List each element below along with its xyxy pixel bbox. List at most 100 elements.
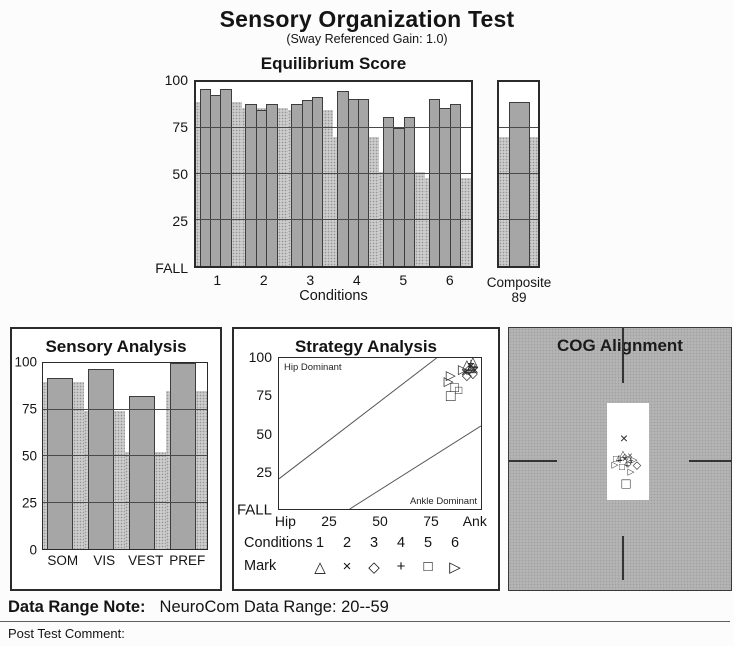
sensory-vis-group [84, 363, 125, 549]
composite-value: 89 [511, 290, 527, 305]
strategy-chart-title: Strategy Analysis [294, 337, 438, 356]
strategy-x-ticks: Hip 25 50 75 Ank [275, 513, 487, 529]
cog-marker-condition-1: △ [615, 453, 623, 462]
y-tick-25: 25 [256, 463, 272, 480]
legend-condition-2: 2 [342, 535, 352, 551]
legend-mark-label: Mark [244, 558, 277, 574]
strategy-marker-condition-3: ◇ [467, 365, 478, 381]
gridline-75 [196, 127, 471, 128]
legend-conditions-row: Conditions 1 2 3 4 5 6 [234, 535, 498, 553]
y-tick-50: 50 [21, 448, 37, 464]
strategy-y-axis: 100 75 50 25 FALL [234, 349, 274, 519]
crosshair-tick-right [689, 460, 731, 462]
strategy-marker-condition-4: + [471, 359, 479, 375]
cog-marker-condition-5: □ [612, 454, 620, 465]
x-tick-5: 5 [399, 272, 408, 288]
strategy-marker-condition-5: □ [450, 378, 459, 395]
strategy-marker-condition-4: + [465, 362, 473, 378]
cog-marker-condition-5: □ [621, 475, 631, 493]
equilibrium-condition-2-group [241, 82, 288, 266]
crosshair-tick-left [509, 460, 557, 462]
legend-condition-6: 6 [450, 535, 460, 551]
cog-marker-condition-4: + [617, 456, 623, 467]
x-tick-6: 6 [445, 272, 454, 288]
cog-marker-condition-2: × [619, 430, 629, 446]
composite-label: Composite [486, 275, 552, 290]
x-tick-2: 2 [259, 272, 268, 288]
sensory-bar-vis [87, 368, 114, 549]
equilibrium-bar-c1-t3 [220, 89, 232, 266]
legend-mark-1: △ [314, 559, 326, 576]
cog-marker-condition-6: ▷ [630, 454, 638, 465]
cog-marker-condition-2: × [622, 454, 628, 465]
legend-condition-4: 4 [396, 535, 406, 551]
equilibrium-condition-4-group [333, 82, 380, 266]
y-tick-FALL: FALL [155, 260, 188, 276]
equilibrium-x-axis-label: Conditions [299, 288, 368, 304]
equilibrium-bar-c3-t3 [312, 96, 324, 266]
equilibrium-plot-area [194, 80, 473, 268]
y-tick-25: 25 [21, 495, 37, 511]
sensory-plot-area [42, 362, 208, 550]
data-range-note-label: Data Range Note: [8, 598, 146, 616]
equilibrium-condition-6-group [425, 82, 471, 266]
strategy-marker-condition-2: × [461, 364, 469, 380]
sensory-chart-title: Sensory Analysis [45, 337, 187, 356]
x-tick-vest: VEST [128, 553, 164, 568]
x-tick-Ank: Ank [462, 513, 487, 529]
equilibrium-condition-1-group [196, 82, 242, 266]
legend-mark-4: + [396, 558, 406, 575]
equilibrium-bar-c6-t3 [449, 104, 461, 266]
x-tick-som: SOM [47, 553, 79, 568]
gridline-25 [196, 219, 471, 220]
equilibrium-chart-title: Equilibrium Score [260, 54, 407, 73]
y-tick-0: 0 [29, 542, 37, 558]
cog-marker-condition-1: △ [619, 448, 627, 459]
strategy-marker-condition-1: △ [465, 359, 476, 375]
strategy-marker-condition-1: △ [461, 356, 472, 372]
cog-alignment-chart: COG Alignment × × × △ △ △ ◇ ◇ ◇ + + + □ □ □ ▷ ▷ ▷ [508, 327, 732, 591]
gridline-25 [499, 219, 538, 220]
strategy-marker-condition-6: ▷ [457, 361, 468, 377]
y-tick-100: 100 [248, 349, 272, 365]
sensory-pref-group [166, 363, 207, 549]
y-tick-25: 25 [172, 213, 188, 229]
strategy-marker-condition-1: △ [467, 353, 478, 369]
y-tick-50: 50 [256, 425, 272, 442]
legend-conditions-label: Conditions [244, 535, 313, 551]
hip-dominant-annotation: Hip Dominant [284, 362, 342, 373]
cog-marker-condition-1: △ [625, 453, 633, 464]
cog-marker-condition-6: ▷ [627, 466, 635, 477]
page-subtitle: (Sway Referenced Gain: 1.0) [286, 32, 448, 46]
gridline-50 [196, 173, 471, 174]
post-test-comment-label: Post Test Comment: [8, 626, 125, 641]
sensory-x-ticks: SOM VIS VEST PREF [42, 553, 208, 568]
equilibrium-bar-c2-t3 [266, 104, 278, 266]
strategy-analysis-chart: Strategy Analysis 100 75 50 25 FALL Hip Domi… [232, 327, 500, 591]
cog-marker-condition-3: ◇ [632, 459, 642, 472]
cog-marker-condition-5: □ [618, 462, 626, 473]
sensory-y-axis: 100 75 50 25 0 [12, 355, 39, 558]
gridline-50 [43, 455, 207, 456]
legend-condition-3: 3 [369, 535, 379, 551]
cog-marker-condition-2: × [627, 450, 633, 461]
gridline-25 [43, 501, 207, 503]
strategy-marker-condition-4: + [467, 355, 475, 371]
y-tick-50: 50 [172, 166, 188, 182]
equilibrium-condition-5-group [379, 82, 426, 266]
cog-marker-condition-3: ◇ [624, 458, 632, 469]
x-tick-vis: VIS [93, 553, 116, 568]
data-range-note-text: NeuroCom Data Range: 20--59 [159, 598, 389, 616]
composite-bar [509, 102, 530, 266]
footer-divider [0, 621, 730, 622]
y-tick-FALL: FALL [236, 501, 272, 519]
strategy-marker-condition-3: ◇ [463, 361, 474, 377]
sensory-bar-vest [128, 396, 155, 549]
equilibrium-score-chart: Equilibrium Score 100 75 50 25 FALL 1 2 3 4 5 6 C… [0, 54, 734, 314]
legend-condition-1: 1 [315, 535, 325, 551]
composite-plot-area [497, 80, 540, 268]
legend-mark-6: ▷ [449, 559, 461, 576]
y-tick-75: 75 [21, 401, 37, 417]
equilibrium-condition-3-group [287, 82, 334, 266]
